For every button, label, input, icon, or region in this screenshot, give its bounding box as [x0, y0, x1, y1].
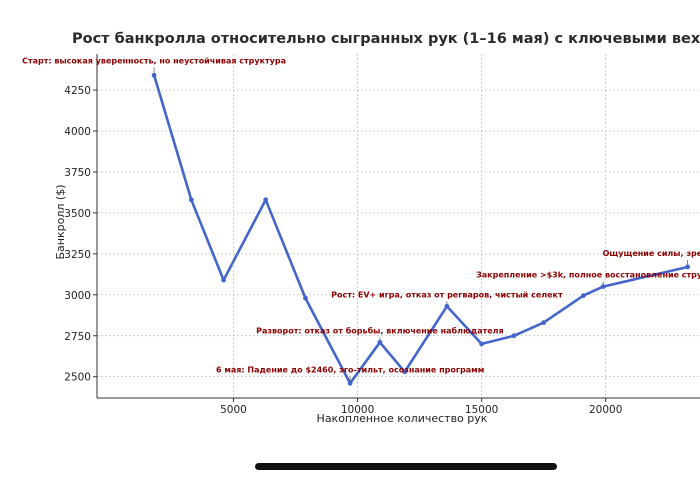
annotation-label: 6 мая: Падение до $2460, эго-тильт, осоз…: [216, 365, 484, 374]
y-axis-label: Банкролл ($): [54, 185, 67, 260]
y-tick-label: 3500: [64, 208, 91, 220]
data-point: [580, 293, 586, 299]
data-point: [541, 320, 547, 326]
data-point: [188, 197, 194, 203]
x-tick-label: 10000: [341, 404, 374, 416]
x-tick-label: 5000: [220, 404, 247, 416]
x-axis-label: Накопленное количество рук: [317, 412, 488, 425]
annotation-label: Разворот: отказ от борьбы, включение наб…: [256, 325, 504, 335]
annotation-label: Закрепление >$3k, полное восстановление …: [476, 271, 700, 280]
y-tick-label: 4000: [64, 126, 91, 138]
y-tick-label: 3000: [64, 290, 91, 302]
data-point: [685, 264, 690, 270]
grid: [97, 54, 700, 398]
data-point: [263, 197, 269, 203]
y-tick-label: 3750: [64, 167, 91, 179]
annotation-label: Ощущение силы, зрелость решений: [603, 249, 700, 258]
data-point: [511, 333, 517, 339]
data-point: [479, 341, 485, 347]
axes: [96, 54, 700, 399]
series-line: [152, 74, 688, 385]
y-tick-label: 3250: [64, 249, 91, 261]
y-tick-label: 2750: [64, 331, 91, 343]
data-point: [151, 72, 157, 78]
chart-title: Рост банкролла относительно сыгранных ру…: [72, 31, 700, 47]
x-tick-label: 20000: [589, 404, 622, 416]
data-point: [444, 303, 450, 309]
ticks: 5000 10000 15000 20000 2500 2750 3000 3250 3500 3…: [64, 85, 622, 416]
home-indicator: [255, 463, 557, 470]
y-tick-label: 2500: [64, 372, 91, 384]
data-point: [402, 369, 408, 375]
y-tick-label: 4250: [64, 85, 91, 97]
data-point: [377, 339, 383, 345]
x-tick-label: 15000: [465, 404, 498, 416]
annotation-label: Рост: EV+ игра, отказ от регваров, чисты…: [331, 290, 563, 299]
annotations: Старт: высокая уверенность, но неустойчи…: [22, 56, 700, 382]
data-point: [600, 284, 606, 290]
data-point: [347, 380, 353, 386]
annotation-label: Старт: высокая уверенность, но неустойчи…: [22, 56, 286, 65]
data-point: [303, 295, 308, 301]
data-point: [221, 277, 226, 283]
series: [151, 72, 690, 386]
